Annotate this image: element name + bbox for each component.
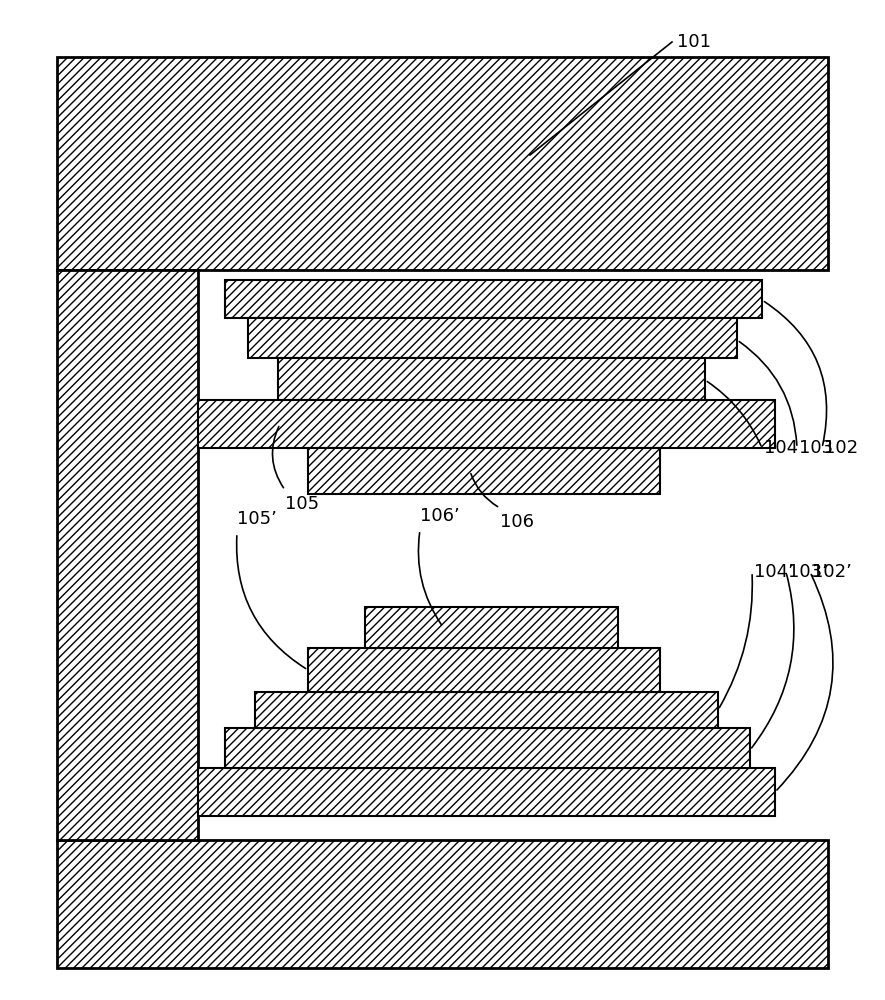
Text: 105’: 105’	[237, 510, 277, 528]
Bar	[248, 318, 737, 358]
Text: 106: 106	[500, 513, 534, 531]
Bar	[198, 400, 775, 448]
Text: 103: 103	[799, 439, 833, 457]
Text: 105: 105	[285, 495, 319, 513]
Text: 102’: 102’	[812, 563, 852, 581]
Text: 103’: 103’	[788, 563, 827, 581]
Bar	[225, 728, 750, 768]
Bar	[308, 648, 660, 692]
Text: 106’: 106’	[420, 507, 459, 525]
Text: 102: 102	[824, 439, 858, 457]
Bar	[57, 270, 198, 840]
Text: 104’: 104’	[754, 563, 794, 581]
Bar	[365, 607, 618, 648]
Text: 101: 101	[677, 33, 711, 51]
Text: 104: 104	[764, 439, 798, 457]
Bar	[278, 358, 705, 400]
Bar	[57, 840, 828, 968]
Bar	[57, 57, 828, 270]
Bar	[198, 768, 775, 816]
Bar	[225, 280, 762, 318]
Bar	[255, 692, 718, 728]
Bar	[308, 448, 660, 494]
